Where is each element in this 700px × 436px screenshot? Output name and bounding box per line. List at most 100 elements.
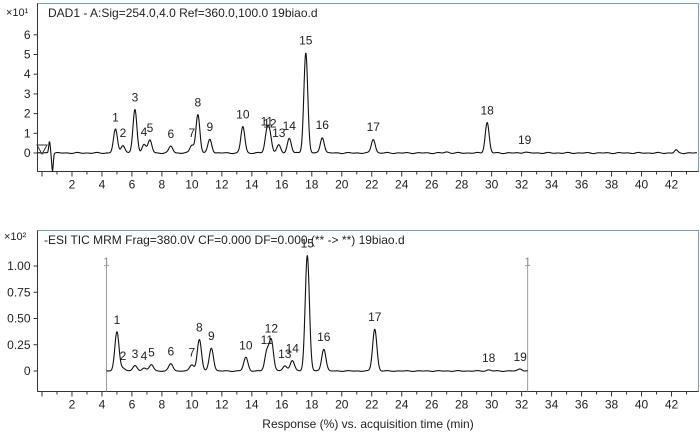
x-tick-label: 40 [635,398,649,412]
peak-label-8: 8 [196,321,203,335]
y-tick-label: 0.75 [7,285,31,299]
x-tick-label: 18 [305,398,319,412]
panel-ms-x-ticks: 2 4 6 8 10 12 14 16 18 20 22 24 26 28 30 32 34 36 38 40 42 [41,391,688,412]
peak-label-10: 10 [239,338,253,352]
panel-dad-trace [37,52,698,172]
panel-ms-y-ticks: 0 0.25 0.50 0.75 1.00 [7,259,38,378]
peak-label-11: 11 [261,114,274,128]
peak-label-9: 9 [207,120,214,134]
x-tick-label: 10 [185,398,199,412]
x-tick-label: 24 [395,178,409,192]
panel-ms: ×10² -ESI TIC MRM Frag=380.0V CF=0.000 D… [4,230,699,431]
panel-dad-x-ticks: 2 4 6 8 10 12 14 16 18 20 22 24 26 28 30 32 34 36 38 40 42 [41,171,688,192]
x-tick-label: 20 [335,178,349,192]
x-tick-label: 14 [245,398,259,412]
peak-label-14: 14 [286,342,300,356]
peak-label-5: 5 [147,121,154,135]
x-tick-label: 24 [395,398,409,412]
peak-label-11: 11 [261,333,274,347]
x-tick-label: 42 [665,398,679,412]
x-tick-label: 8 [159,178,166,192]
x-tick-label: 28 [455,178,469,192]
y-tick-label: 3 [24,87,31,101]
y-tick-label: 0 [24,146,31,160]
x-tick-label: 38 [605,398,619,412]
x-tick-label: 40 [635,178,649,192]
peak-label-5: 5 [148,346,155,360]
x-tick-label: 28 [455,398,469,412]
x-tick-label: 36 [575,398,589,412]
x-tick-label: 38 [605,178,619,192]
x-tick-label: 26 [425,178,439,192]
peak-label-6: 6 [168,345,175,359]
peak-label-4: 4 [141,125,148,139]
x-tick-label: 34 [545,178,559,192]
peak-label-14: 14 [283,119,297,133]
y-tick-label: 0.25 [7,338,31,352]
x-tick-label: 32 [515,398,529,412]
x-axis-label: Response (%) vs. acquisition time (min) [262,417,473,431]
peak-label-8: 8 [195,96,202,110]
peak-label-15: 15 [299,34,313,48]
y-tick-label: 2 [24,107,31,121]
y-tick-label: 0.50 [7,312,31,326]
x-tick-label: 26 [425,398,439,412]
peak-label-12: 12 [265,322,279,336]
x-tick-label: 2 [69,398,76,412]
x-tick-label: 10 [185,178,199,192]
panel-dad-title: DAD1 - A:Sig=254.0,4.0 Ref=360.0,100.0 1… [48,6,318,20]
peak-label-3: 3 [132,347,139,361]
peak-label-13: 13 [278,347,292,361]
x-tick-label: 34 [545,398,559,412]
x-tick-label: 42 [665,178,679,192]
peak-label-7: 7 [189,346,196,360]
x-tick-label: 4 [99,178,106,192]
peak-label-10: 10 [236,107,250,121]
peak-label-16: 16 [317,330,331,344]
peak-label-9: 9 [208,329,215,343]
peak-label-19: 19 [518,133,532,147]
panel-dad: ×10¹ DAD1 - A:Sig=254.0,4.0 Ref=360.0,10… [6,3,699,192]
time-segment-marker-label: 1 [524,255,531,269]
peak-label-13: 13 [272,126,286,140]
x-tick-label: 12 [215,398,229,412]
peak-label-19: 19 [513,350,527,364]
y-tick-label: 5 [24,48,31,62]
x-tick-label: 6 [129,398,136,412]
x-tick-label: 2 [69,178,76,192]
x-tick-label: 36 [575,178,589,192]
peak-label-12: 12 [263,116,277,130]
peak-label-3: 3 [132,91,139,105]
panel-dad-scale: ×10¹ [6,7,29,19]
x-tick-label: 32 [515,178,529,192]
peak-label-1: 1 [114,313,121,327]
peak-label-2: 2 [120,126,127,140]
x-tick-label: 30 [485,398,499,412]
x-tick-label: 30 [485,178,499,192]
x-tick-label: 8 [159,398,166,412]
x-tick-label: 22 [365,178,379,192]
peak-label-2: 2 [120,349,127,363]
panel-ms-scale: ×10² [4,231,27,243]
panel-dad-frame [37,3,699,172]
peak-label-15: 15 [301,237,315,251]
peak-label-17: 17 [368,310,382,324]
x-tick-label: 18 [305,178,319,192]
y-tick-label: 4 [24,67,31,81]
x-tick-label: 22 [365,398,379,412]
peak-label-18: 18 [480,103,494,117]
y-tick-label: 1.00 [7,259,31,273]
panel-dad-y-ticks: 0 1 2 3 4 5 6 [24,28,38,160]
peak-label-6: 6 [168,127,175,141]
peak-label-4: 4 [141,349,148,363]
x-tick-label: 20 [335,398,349,412]
x-tick-label: 16 [275,398,289,412]
y-tick-label: 0 [24,364,31,378]
time-segment-marker-label: 1 [103,255,110,269]
peak-label-18: 18 [482,351,496,365]
peak-label-17: 17 [367,120,381,134]
injection-marker-icon [36,144,48,156]
peak-label-1: 1 [112,110,119,124]
